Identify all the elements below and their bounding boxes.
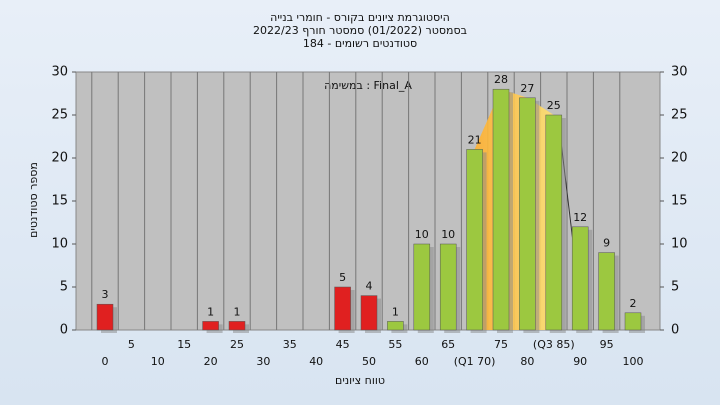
data-label: 28 [494,73,508,86]
data-label: 21 [468,133,482,146]
data-label: 9 [603,237,610,250]
x-tick-label: 5 [128,338,135,351]
y2-tick-label: 0 [671,323,679,338]
y-tick-label: 5 [60,280,68,295]
x-tick-label: 15 [177,338,191,351]
bar [228,321,246,331]
bar [334,286,351,331]
x-tick-label: 25 [230,338,244,351]
y-tick-label: 0 [60,323,68,338]
y-tick-label: 10 [51,237,68,252]
data-label: 1 [392,305,399,318]
y-tick-label: 25 [51,108,68,123]
bar [545,114,563,331]
bar [571,226,589,331]
chart-subtitle: סטודנטים רשומים - 184 [303,37,417,50]
x-tick-label: 90 [573,355,587,368]
y2-tick-label: 10 [671,237,688,252]
data-label: 1 [207,305,214,318]
data-label: 25 [547,99,561,112]
x-tick-label: 65 [441,338,455,351]
data-label: 1 [234,305,241,318]
x-tick-label: 50 [362,355,376,368]
x-tick-label: (Q1 70) [454,355,496,368]
data-label: 12 [573,211,587,224]
data-label: 3 [102,288,109,301]
data-label: 2 [630,297,637,310]
x-tick-label: 80 [520,355,534,368]
data-label: 10 [441,228,455,241]
data-label: 4 [366,280,373,293]
bar [598,252,615,331]
x-tick-label: 95 [600,338,614,351]
x-tick-label: 60 [415,355,429,368]
x-tick-label: 35 [283,338,297,351]
y2-tick-label: 20 [671,151,688,166]
x-tick-label: 55 [388,338,402,351]
bar [466,149,483,331]
bar [492,88,510,331]
bar [413,243,431,331]
y2-tick-label: 25 [671,108,688,123]
annotation: במשימה : Final_A [324,79,412,92]
bar [519,97,536,331]
x-tick-label: 0 [102,355,109,368]
y2-tick-label: 30 [671,65,688,80]
x-tick-label: 10 [151,355,165,368]
y-tick-label: 20 [51,151,68,166]
y2-tick-label: 5 [671,280,679,295]
bar [360,295,378,331]
chart-title: היסטוגרמת ציונים בקורס - חומרי בנייה [270,11,450,24]
bar [96,303,114,331]
x-axis-label: טווח ציונים [335,374,385,387]
x-tick-label: 45 [336,338,350,351]
y-axis-label: מספר סטודנטים [27,162,40,238]
y-tick-label: 30 [51,65,68,80]
x-tick-label: 100 [623,355,644,368]
x-tick-label: 75 [494,338,508,351]
x-tick-label: 20 [204,355,218,368]
data-label: 5 [339,271,346,284]
x-tick-label: (Q3 85) [533,338,575,351]
y2-tick-label: 15 [671,194,688,209]
chart-subtitle: בסמסטר (01/2022) סמסטר חורף 2022/23 [253,24,467,37]
bar [387,321,404,331]
bar [202,321,219,331]
x-tick-label: 40 [309,355,323,368]
bar [439,243,457,331]
y-tick-label: 15 [51,194,68,209]
bar [624,312,642,331]
data-label: 10 [415,228,429,241]
data-label: 27 [520,82,534,95]
x-tick-label: 30 [256,355,270,368]
